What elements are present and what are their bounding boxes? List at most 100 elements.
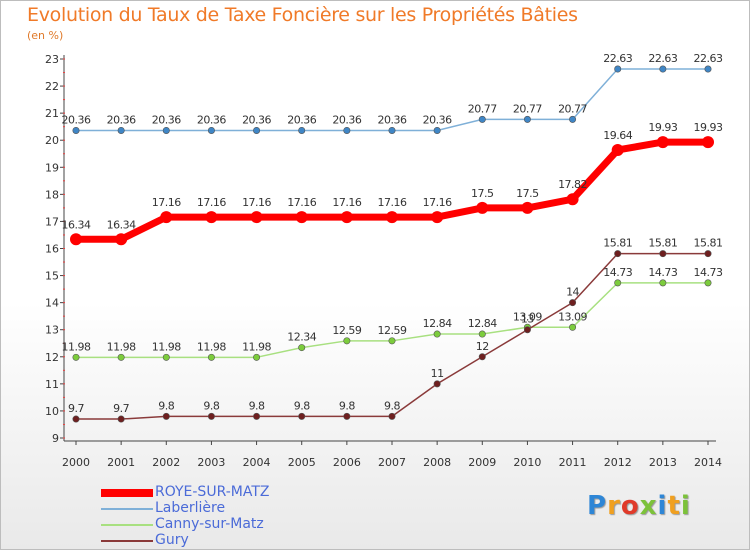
data-label: 11.98: [197, 340, 226, 353]
chart-title: Evolution du Taux de Taxe Foncière sur l…: [27, 4, 578, 26]
data-label: 12.59: [378, 324, 407, 337]
y-tick-label: 9: [52, 432, 59, 445]
data-label: 13.09: [513, 310, 542, 323]
data-point: [614, 250, 622, 258]
data-point: [162, 412, 170, 420]
data-point: [523, 115, 531, 123]
data-label: 17.16: [242, 196, 271, 209]
y-tick-label: 10: [45, 405, 59, 418]
data-point: [704, 65, 712, 73]
data-point: [569, 323, 577, 331]
data-point: [431, 211, 444, 224]
data-point: [205, 211, 218, 224]
data-label: 17.5: [471, 187, 494, 200]
x-tick-label: 2009: [468, 456, 496, 469]
data-point: [433, 126, 441, 134]
data-label: 22.63: [694, 52, 723, 65]
x-tick-label: 2007: [378, 456, 406, 469]
data-label: 20.36: [423, 113, 452, 126]
data-label: 11.98: [242, 340, 271, 353]
data-point: [476, 201, 489, 214]
data-label: 20.36: [242, 113, 271, 126]
data-point: [478, 353, 486, 361]
chart-subtitle: (en %): [27, 29, 64, 42]
data-label: 14.73: [648, 266, 677, 279]
data-label: 11.98: [107, 340, 136, 353]
data-label: 9.7: [68, 402, 84, 415]
x-tick-label: 2000: [62, 456, 90, 469]
y-tick-label: 19: [45, 161, 59, 174]
data-point: [566, 193, 579, 206]
y-tick-label: 13: [45, 324, 59, 337]
data-point: [702, 136, 714, 149]
data-point: [433, 330, 441, 338]
x-tick-label: 2014: [694, 456, 722, 469]
y-tick-label: 11: [45, 378, 59, 391]
y-tick-label: 17: [45, 215, 59, 228]
x-tick-label: 2002: [152, 456, 180, 469]
data-label: 22.63: [603, 52, 632, 65]
data-point: [298, 344, 306, 352]
data-label: 19.93: [694, 121, 723, 134]
data-point: [207, 353, 215, 361]
data-label: 9.8: [339, 399, 355, 412]
data-point: [343, 337, 351, 345]
data-point: [162, 126, 170, 134]
data-point: [614, 279, 622, 287]
data-point: [253, 412, 261, 420]
logo-letter: i: [657, 491, 668, 521]
data-label: 20.36: [107, 113, 136, 126]
x-tick-label: 2001: [107, 456, 135, 469]
data-label: 20.36: [152, 113, 181, 126]
data-point: [656, 136, 669, 149]
data-point: [340, 211, 353, 224]
y-tick-label: 16: [45, 243, 59, 256]
data-label: 19.93: [648, 121, 677, 134]
data-label: 17.16: [287, 196, 316, 209]
data-label: 20.36: [197, 113, 226, 126]
legend-swatch: [101, 508, 153, 510]
data-label: 15.81: [694, 237, 723, 250]
legend-label: Canny-sur-Matz: [155, 516, 264, 532]
data-point: [250, 211, 263, 224]
x-tick-label: 2010: [513, 456, 541, 469]
data-label: 12.84: [423, 317, 452, 330]
data-point: [295, 211, 308, 224]
data-label: 9.8: [203, 399, 219, 412]
data-label: 9.8: [158, 399, 174, 412]
data-point: [253, 353, 261, 361]
data-point: [115, 233, 128, 246]
data-label: 14: [566, 286, 579, 299]
data-label: 20.77: [558, 102, 587, 115]
data-label: 20.77: [513, 102, 542, 115]
data-label: 12: [476, 340, 489, 353]
proxiti-logo: Proxiti: [587, 491, 691, 521]
data-label: 17.82: [558, 178, 587, 191]
logo-letter: i: [680, 491, 691, 521]
legend-label: Laberlière: [155, 500, 226, 516]
data-point: [569, 299, 577, 307]
data-label: 20.77: [468, 102, 497, 115]
y-tick-label: 23: [45, 53, 59, 66]
data-point: [614, 65, 622, 73]
legend-swatch: [101, 489, 153, 497]
data-point: [72, 353, 80, 361]
data-point: [659, 279, 667, 287]
logo-letter: t: [667, 491, 681, 521]
y-tick-label: 21: [45, 107, 59, 120]
data-point: [433, 380, 441, 388]
data-label: 9.7: [113, 402, 129, 415]
legend-swatch: [101, 524, 153, 526]
data-point: [386, 211, 398, 224]
x-tick-label: 2008: [423, 456, 451, 469]
data-label: 9.8: [384, 399, 400, 412]
logo-letter: r: [607, 491, 621, 521]
data-label: 17.16: [378, 196, 407, 209]
data-label: 16.34: [107, 218, 136, 231]
data-label: 13: [521, 313, 534, 326]
x-tick-label: 2011: [559, 456, 587, 469]
data-point: [478, 330, 486, 338]
data-label: 14.73: [694, 266, 723, 279]
